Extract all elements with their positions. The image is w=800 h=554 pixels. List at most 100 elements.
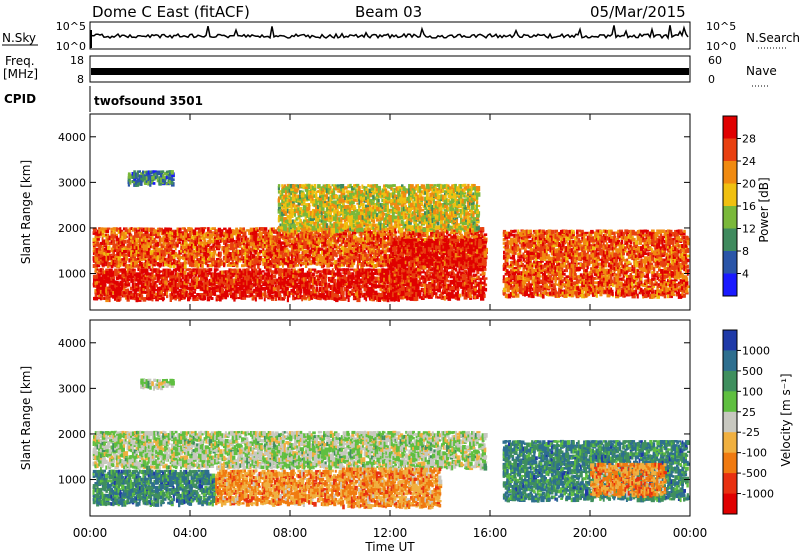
- heatmap-cell: [360, 251, 363, 255]
- heatmap-cell: [338, 235, 343, 238]
- heatmap-cell: [194, 227, 198, 230]
- heatmap-cell: [128, 227, 131, 232]
- heatmap-cell: [226, 243, 231, 247]
- heatmap-cell: [333, 241, 337, 245]
- nsky-strip-trace: [90, 25, 689, 48]
- heatmap-cell: [249, 247, 253, 251]
- heatmap-cell: [404, 229, 407, 233]
- heatmap-cell: [226, 252, 230, 256]
- heatmap-cell: [114, 264, 118, 268]
- heatmap-cell: [187, 239, 191, 242]
- heatmap-cell: [271, 237, 274, 240]
- heatmap-cell: [112, 239, 116, 244]
- heatmap-cell: [356, 243, 360, 247]
- heatmap-cell: [351, 251, 355, 254]
- heatmap-cell: [158, 227, 161, 233]
- heatmap-cell: [308, 241, 312, 245]
- heatmap-cell: [117, 264, 121, 267]
- heatmap-cell: [306, 243, 311, 248]
- heatmap-cell: [292, 254, 297, 257]
- heatmap-cell: [289, 231, 292, 235]
- heatmap-cell: [297, 235, 300, 240]
- heatmap-cell: [135, 245, 139, 251]
- heatmap-cell: [98, 229, 101, 234]
- heatmap-cell: [280, 259, 284, 265]
- heatmap-cell: [310, 235, 313, 241]
- heatmap-cell: [238, 260, 242, 263]
- heatmap-cell: [355, 257, 359, 261]
- heatmap-cell: [287, 235, 290, 240]
- heatmap-cell: [112, 253, 116, 258]
- heatmap-cell: [340, 294, 343, 299]
- heatmap-cell: [187, 268, 192, 271]
- heatmap-cell: [235, 227, 239, 233]
- heatmap-cell: [96, 237, 100, 241]
- heatmap-cell: [303, 239, 307, 244]
- heatmap-cell: [108, 245, 111, 248]
- heatmap-cell: [242, 229, 246, 233]
- heatmap-cell: [356, 247, 359, 252]
- heatmap-cell: [324, 274, 328, 279]
- heatmap-cell: [135, 229, 138, 233]
- heatmap-cell: [148, 251, 150, 256]
- heatmap-cell: [178, 237, 182, 242]
- heatmap-cell: [137, 258, 140, 263]
- heatmap-cell: [330, 254, 332, 259]
- heatmap-cell: [278, 239, 281, 244]
- heatmap-cell: [133, 270, 136, 274]
- heatmap-cell: [180, 233, 183, 237]
- heatmap-cell: [203, 239, 207, 244]
- heatmap-cell: [114, 262, 118, 265]
- heatmap-cell: [277, 291, 280, 295]
- heatmap-cell: [166, 243, 169, 248]
- heatmap-cell: [126, 268, 129, 273]
- heatmap-cell: [117, 247, 121, 252]
- heatmap-cell: [340, 241, 344, 245]
- heatmap-cell: [203, 241, 206, 246]
- heatmap-cell: [299, 288, 303, 294]
- heatmap-cell: [383, 244, 387, 247]
- heatmap-cell: [371, 261, 375, 266]
- heatmap-cell: [446, 231, 449, 235]
- heatmap-cell: [328, 241, 332, 247]
- heatmap-cell: [287, 239, 291, 243]
- heatmap-cell: [130, 253, 133, 257]
- heatmap-cell: [326, 251, 331, 256]
- heatmap-cell: [149, 231, 153, 236]
- heatmap-cell: [156, 241, 159, 247]
- heatmap-cell: [440, 229, 444, 232]
- heatmap-cell: [269, 264, 274, 268]
- heatmap-cell: [342, 237, 346, 241]
- heatmap-cell: [146, 258, 150, 262]
- heatmap-cell: [105, 262, 108, 267]
- heatmap-cell: [263, 237, 267, 242]
- heatmap-cell: [235, 245, 238, 250]
- freq-strip-frame: [89, 55, 691, 83]
- heatmap-cell: [144, 239, 147, 245]
- heatmap-cell: [376, 239, 379, 244]
- heatmap-cell: [135, 233, 141, 238]
- heatmap-cell: [299, 239, 303, 245]
- heatmap-cell: [101, 229, 106, 233]
- heatmap-cell: [123, 239, 127, 244]
- heatmap-cell: [149, 235, 153, 241]
- heatmap-cell: [397, 235, 401, 238]
- heatmap-cell: [310, 233, 313, 236]
- heatmap-cell: [387, 239, 390, 243]
- heatmap-cell: [272, 243, 275, 247]
- heatmap-cell: [369, 247, 373, 253]
- heatmap-cell: [149, 250, 153, 255]
- heatmap-cell: [140, 261, 143, 265]
- heatmap-cell: [203, 237, 206, 241]
- heatmap-cell: [192, 243, 196, 249]
- heatmap-cell: [114, 233, 116, 239]
- heatmap-cell: [269, 229, 273, 234]
- cpid-value: twofsound 3501: [94, 94, 203, 108]
- heatmap-cell: [196, 239, 199, 245]
- heatmap-cell: [183, 251, 187, 257]
- heatmap-cell: [402, 263, 405, 268]
- heatmap-cell: [362, 237, 366, 242]
- heatmap-cell: [255, 255, 258, 260]
- heatmap-cell: [116, 233, 118, 236]
